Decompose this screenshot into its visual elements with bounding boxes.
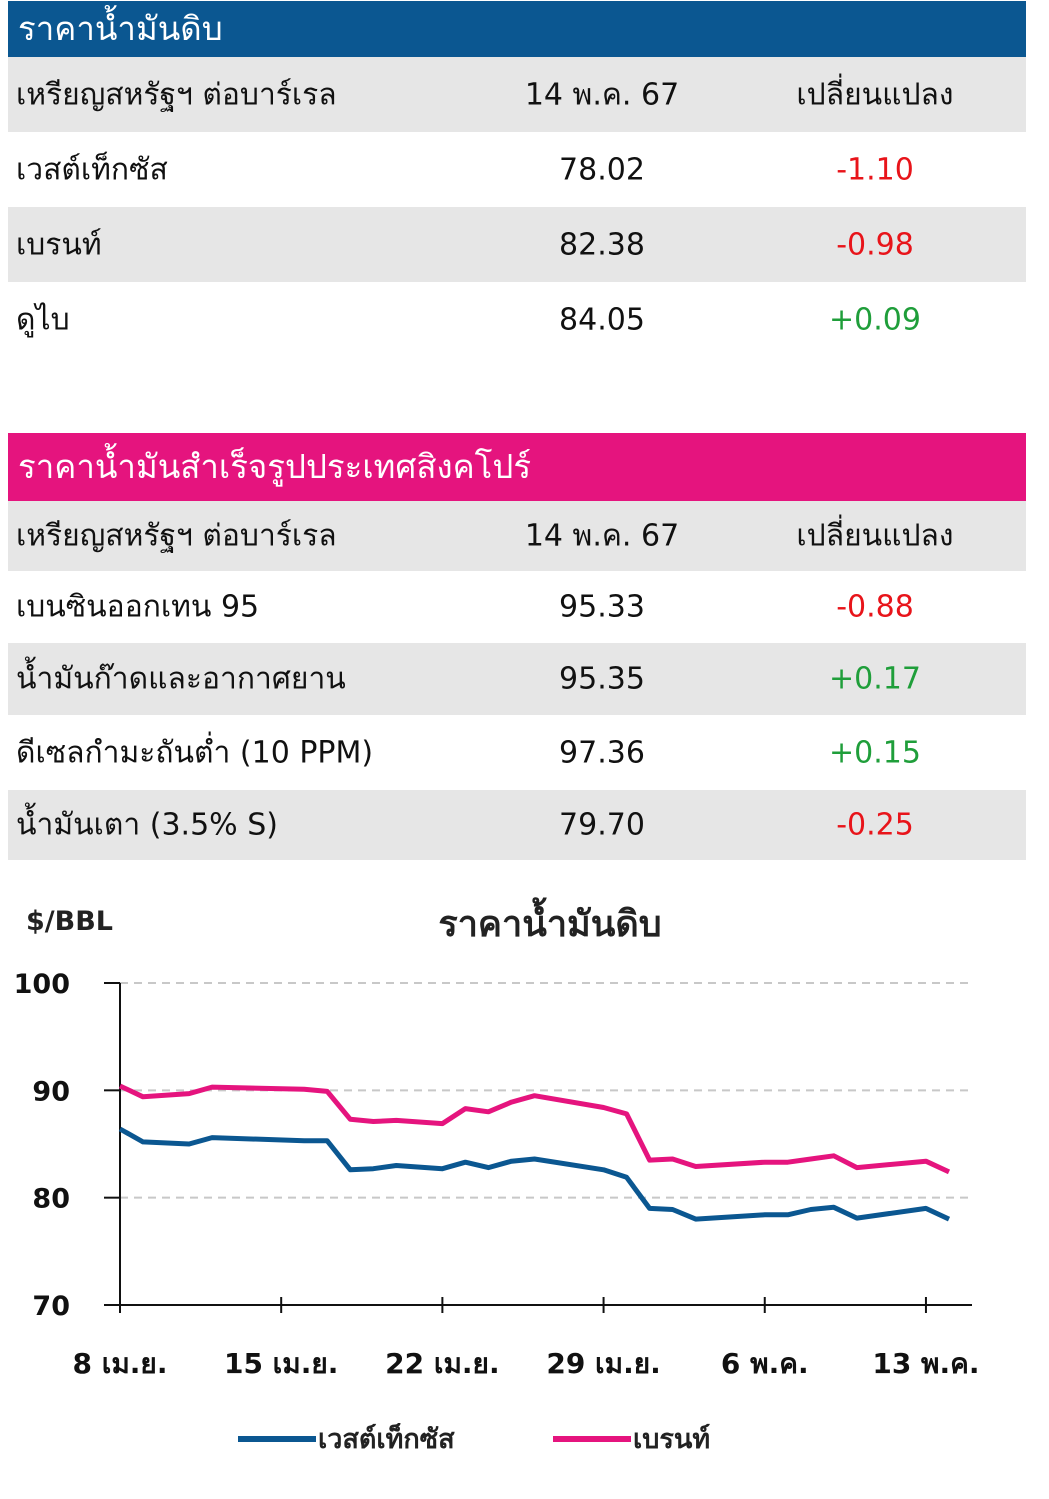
y-tick-label: 90: [32, 1076, 70, 1107]
legend-label-brent: เบรนท์: [633, 1423, 710, 1455]
x-tick-label: 6 พ.ค.: [721, 1347, 809, 1380]
row-change: +0.09: [829, 302, 921, 337]
y-tick-label: 80: [32, 1184, 70, 1215]
y-axis-unit: $/BBL: [26, 906, 113, 937]
x-tick-labels: 8 เม.ย. 15 เม.ย. 22 เม.ย. 29 เม.ย. 6 พ.ค. 13 …: [73, 1347, 980, 1380]
x-tick-label: 29 เม.ย.: [546, 1347, 660, 1380]
crude-table-title: ราคาน้ำมันดิบ: [8, 1, 1026, 57]
x-tick-label: 8 เม.ย.: [73, 1347, 168, 1380]
singapore-products-table: ราคาน้ำมันสำเร็จรูปประเทศสิงคโปร์ เหรียญ…: [8, 433, 1026, 860]
row-change: -0.88: [836, 589, 914, 625]
x-tick-label: 22 เม.ย.: [385, 1347, 499, 1380]
row-name: เวสต์เท็กซัส: [16, 152, 168, 187]
table-row: น้ำมันเตา (3.5% S) 79.70 -0.25: [8, 790, 1026, 860]
header-unit: เหรียญสหรัฐฯ ต่อบาร์เรล: [16, 518, 337, 554]
header-date: 14 พ.ค. 67: [524, 518, 680, 554]
header-unit: เหรียญสหรัฐฯ ต่อบาร์เรล: [16, 77, 337, 112]
table-row: เบนซินออกเทน 95 95.33 -0.88: [8, 571, 1026, 643]
row-price: 82.38: [559, 227, 645, 262]
chart-legend: เวสต์เท็กซัส เบรนท์: [238, 1421, 710, 1455]
row-change: -1.10: [836, 152, 914, 187]
table-row: เวสต์เท็กซัส 78.02 -1.10: [8, 132, 1026, 207]
chart-axes: [104, 982, 972, 1313]
table-row: น้ำมันก๊าดและอากาศยาน 95.35 +0.17: [8, 643, 1026, 715]
row-name: ดีเซลกำมะถันต่ำ (10 PPM): [16, 735, 374, 770]
row-price: 78.02: [559, 152, 645, 187]
row-change: +0.15: [829, 735, 921, 770]
row-price: 79.70: [559, 807, 645, 843]
row-price: 84.05: [559, 302, 645, 337]
y-tick-label: 70: [32, 1291, 70, 1322]
row-price: 95.35: [559, 661, 645, 697]
sg-table-title: ราคาน้ำมันสำเร็จรูปประเทศสิงคโปร์: [8, 433, 1026, 501]
row-name: ดูไบ: [16, 302, 70, 337]
series-line-brent: [118, 1083, 951, 1175]
x-tick-label: 15 เม.ย.: [224, 1347, 338, 1380]
row-change: -0.25: [836, 807, 914, 843]
crude-oil-chart: 70 80 90 100 8 เม.ย. 15 เม.ย. 22 เม.ย. 29 เม.ย…: [14, 897, 980, 1455]
row-price: 97.36: [559, 735, 645, 770]
row-change: +0.17: [829, 661, 921, 697]
row-price: 95.33: [559, 589, 645, 625]
header-change: เปลี่ยนแปลง: [796, 518, 954, 554]
legend-label-wti: เวสต์เท็กซัส: [318, 1421, 455, 1455]
table-row: เบรนท์ 82.38 -0.98: [8, 207, 1026, 282]
chart-series: [118, 1083, 951, 1222]
sg-table-header-row: เหรียญสหรัฐฯ ต่อบาร์เรล 14 พ.ค. 67 เปลี่…: [8, 501, 1026, 571]
header-change: เปลี่ยนแปลง: [796, 77, 954, 112]
y-tick-labels: 70 80 90 100: [14, 969, 70, 1322]
header-date: 14 พ.ค. 67: [524, 77, 680, 112]
row-name: น้ำมันก๊าดและอากาศยาน: [16, 661, 346, 697]
row-name: เบรนท์: [16, 227, 102, 262]
table-row: ดีเซลกำมะถันต่ำ (10 PPM) 97.36 +0.15: [8, 715, 1026, 790]
row-name: น้ำมันเตา (3.5% S): [16, 807, 278, 843]
crude-table-header-row: เหรียญสหรัฐฯ ต่อบาร์เรล 14 พ.ค. 67 เปลี่…: [8, 57, 1026, 132]
crude-oil-table: ราคาน้ำมันดิบ เหรียญสหรัฐฯ ต่อบาร์เรล 14…: [8, 1, 1026, 357]
y-tick-label: 100: [14, 969, 70, 1000]
row-name: เบนซินออกเทน 95: [16, 589, 260, 625]
x-tick-label: 13 พ.ค.: [872, 1347, 979, 1380]
table-row: ดูไบ 84.05 +0.09: [8, 282, 1026, 357]
series-line-wti: [118, 1126, 951, 1222]
chart-title: ราคาน้ำมันดิบ: [438, 897, 661, 945]
row-change: -0.98: [836, 227, 914, 262]
